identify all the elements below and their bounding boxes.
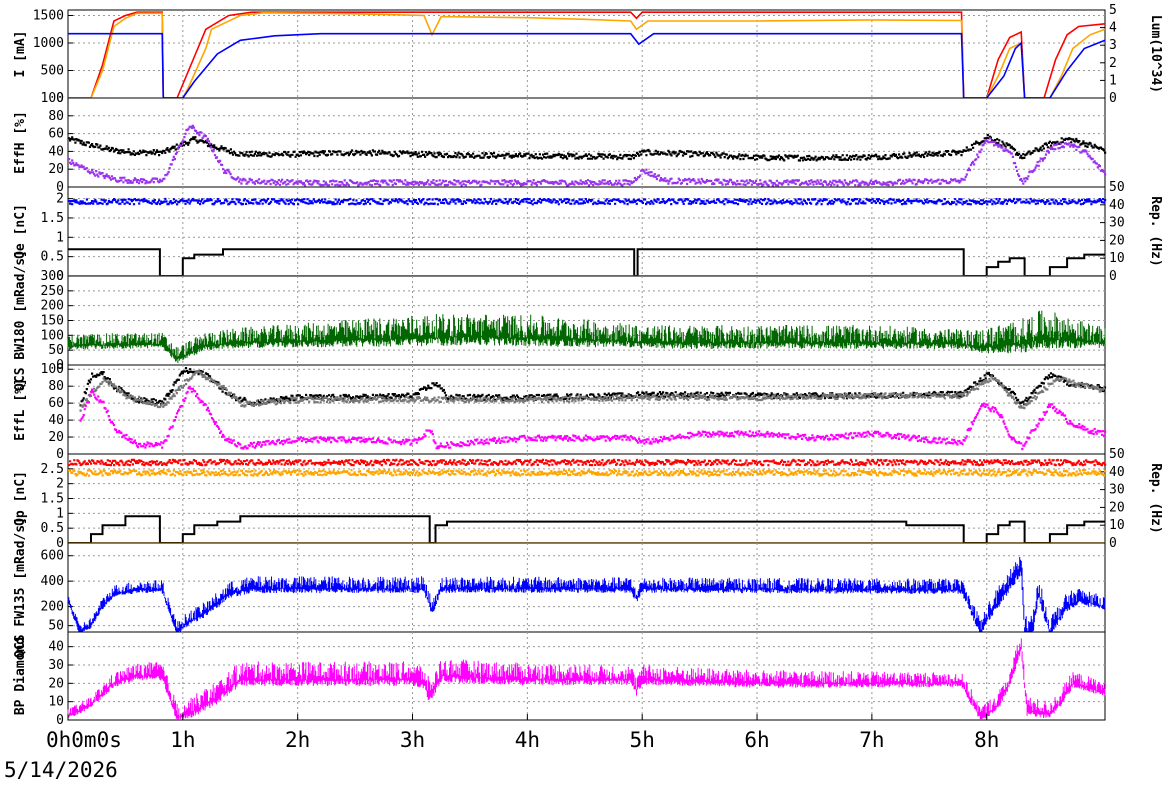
x-tick-label: 2h <box>285 728 310 752</box>
x-tick-label: 0h0m0s <box>46 728 122 752</box>
y-right-tick-label: 10 <box>1109 518 1125 533</box>
y-tick-label: 1.5 <box>41 492 64 507</box>
y-tick-label: 100 <box>41 362 64 377</box>
y-tick-label: 150 <box>41 314 64 329</box>
y-tick-label: 10 <box>48 695 64 710</box>
y-tick-label: 400 <box>41 574 64 589</box>
y-right-tick-label: 20 <box>1109 233 1125 248</box>
series-dots <box>68 469 1107 477</box>
series-noise <box>67 557 1106 632</box>
y-tick-label: 0 <box>56 536 64 551</box>
y-axis-label: QCS BW180 [mRad/s] <box>13 250 28 391</box>
y-axis-label-right: Rep. (Hz) <box>1148 463 1163 533</box>
y-right-tick-label: 40 <box>1109 465 1125 480</box>
y-tick-label: 80 <box>48 379 64 394</box>
y-right-tick-label: 0 <box>1109 269 1117 284</box>
y-axis-label-right: Rep. (Hz) <box>1148 196 1163 266</box>
y-tick-label: 0 <box>56 447 64 462</box>
y-tick-label: 0.5 <box>41 521 64 536</box>
y-tick-label: 0.5 <box>41 250 64 265</box>
date-label: 5/14/2026 <box>4 758 118 782</box>
y-right-tick-label: 3 <box>1109 38 1117 53</box>
x-tick-label: 8h <box>974 728 999 752</box>
y-tick-label: 20 <box>48 430 64 445</box>
series-noise <box>67 310 1106 364</box>
y-axis-label: BP Diamond <box>13 637 28 715</box>
y-tick-label: 40 <box>48 144 64 159</box>
y-tick-label: 500 <box>41 64 64 79</box>
series-dots <box>68 458 1107 467</box>
y-axis-label: EffL [%] <box>13 378 28 441</box>
y-tick-label: 1 <box>56 230 64 245</box>
series-dots <box>68 134 1107 162</box>
x-tick-label: 5h <box>630 728 655 752</box>
y-axis-label-right: Lum(10^34) <box>1148 15 1163 93</box>
y-tick-label: 1 <box>56 506 64 521</box>
y-tick-label: 200 <box>41 600 64 615</box>
y-right-tick-label: 50 <box>1109 180 1125 195</box>
y-tick-label: 2 <box>56 477 64 492</box>
y-tick-label: 1000 <box>33 36 64 51</box>
y-tick-label: 100 <box>41 328 64 343</box>
y-right-tick-label: 30 <box>1109 216 1125 231</box>
panel-frame <box>67 453 1106 544</box>
x-tick-label: 6h <box>744 728 769 752</box>
y-axis-label: EffH [%] <box>13 111 28 174</box>
y-axis-label: I [mA] <box>13 31 28 78</box>
y-tick-label: 60 <box>48 396 64 411</box>
y-tick-label: 100 <box>41 91 64 106</box>
y-right-tick-label: 40 <box>1109 198 1125 213</box>
y-tick-label: 50 <box>48 619 64 634</box>
x-tick-label: 7h <box>859 728 884 752</box>
series-dots <box>68 197 1107 206</box>
y-tick-label: 50 <box>48 343 64 358</box>
y-axis-label: QCS FW135 [mRad/s] <box>13 517 28 658</box>
y-axis-label: Qp [nC] <box>13 471 28 526</box>
series-dots <box>79 385 1107 451</box>
y-tick-label: 1500 <box>33 9 64 24</box>
y-right-tick-label: 50 <box>1109 447 1125 462</box>
x-tick-label: 4h <box>515 728 540 752</box>
y-tick-label: 40 <box>48 640 64 655</box>
y-tick-label: 80 <box>48 109 64 124</box>
panel-frame <box>67 275 1106 366</box>
y-tick-label: 20 <box>48 162 64 177</box>
y-right-tick-label: 1 <box>1109 73 1117 88</box>
y-tick-label: 30 <box>48 658 64 673</box>
y-tick-label: 300 <box>41 269 64 284</box>
series-step-line <box>68 248 1105 277</box>
y-tick-label: 60 <box>48 127 64 142</box>
y-tick-label: 0 <box>56 269 64 284</box>
y-tick-label: 200 <box>41 299 64 314</box>
y-right-tick-label: 30 <box>1109 483 1125 498</box>
y-axis-label: Qe [nC] <box>13 204 28 259</box>
y-tick-label: 40 <box>48 413 64 428</box>
panel-frame <box>67 9 1106 99</box>
y-tick-label: 20 <box>48 676 64 691</box>
y-right-tick-label: 0 <box>1109 536 1117 551</box>
y-right-tick-label: 2 <box>1109 56 1117 71</box>
y-right-tick-label: 5 <box>1109 3 1117 18</box>
y-tick-label: 2.5 <box>41 462 64 477</box>
y-right-tick-label: 0 <box>1109 91 1117 106</box>
x-tick-label: 3h <box>400 728 425 752</box>
y-tick-label: 2 <box>56 192 64 207</box>
y-tick-label: 0 <box>56 713 64 728</box>
y-right-tick-label: 10 <box>1109 251 1125 266</box>
y-tick-label: 1.5 <box>41 211 64 226</box>
y-tick-label: 0 <box>56 180 64 195</box>
y-right-tick-label: 4 <box>1109 21 1117 36</box>
series-step-line <box>68 515 1105 544</box>
y-tick-label: 0 <box>56 358 64 373</box>
x-tick-label: 1h <box>170 728 195 752</box>
y-tick-label: 250 <box>41 284 64 299</box>
y-tick-label: 0 <box>56 91 64 106</box>
y-right-tick-label: 20 <box>1109 500 1125 515</box>
y-tick-label: 600 <box>41 549 64 564</box>
